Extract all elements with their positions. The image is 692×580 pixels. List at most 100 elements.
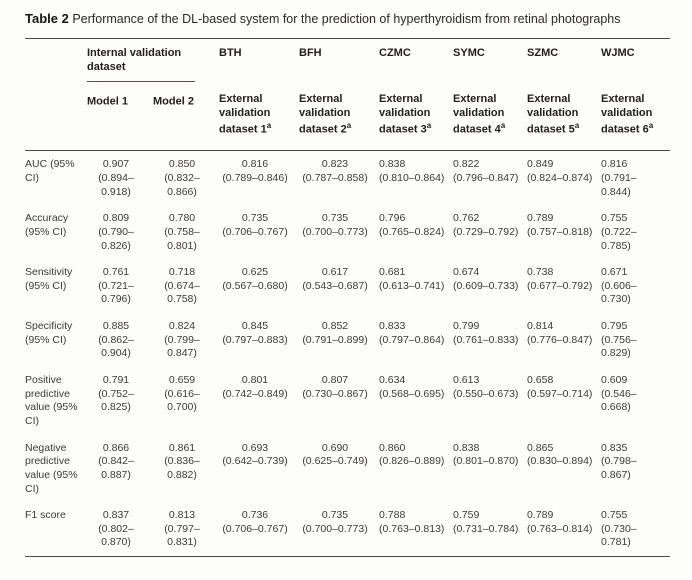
metric-cell: 0.807 (0.730–0.867) bbox=[299, 367, 379, 435]
cell-value: 0.822 bbox=[453, 158, 480, 171]
metric-cell: 0.761 (0.721–0.796) bbox=[87, 259, 153, 313]
cell-confidence-interval: (0.836–0.882) bbox=[164, 455, 200, 481]
cell-value: 0.674 bbox=[453, 266, 480, 279]
column-group-bth: BTH bbox=[219, 46, 242, 59]
cell-confidence-interval: (0.810–0.864) bbox=[379, 171, 445, 184]
metric-cell: 0.837 (0.802–0.870) bbox=[87, 502, 153, 556]
cell-value: 0.736 bbox=[241, 509, 269, 522]
table-body: AUC (95% CI) 0.907 (0.894–0.918) 0.850 (0.83… bbox=[25, 151, 670, 557]
metric-cell: 0.849 (0.824–0.874) bbox=[527, 151, 601, 205]
cell-confidence-interval: (0.706–0.767) bbox=[222, 225, 288, 238]
table-caption-label: Table 2 bbox=[25, 11, 69, 26]
cell-confidence-interval: (0.609–0.733) bbox=[453, 279, 519, 292]
cell-value: 0.761 bbox=[102, 266, 130, 279]
cell-confidence-interval: (0.597–0.714) bbox=[527, 387, 593, 400]
metric-cell: 0.789 (0.757–0.818) bbox=[527, 205, 601, 259]
metric-cell: 0.788 (0.763–0.813) bbox=[379, 502, 453, 556]
metric-cell: 0.823 (0.787–0.858) bbox=[299, 151, 379, 205]
cell-confidence-interval: (0.729–0.792) bbox=[453, 225, 519, 238]
cell-confidence-interval: (0.721–0.796) bbox=[98, 279, 134, 306]
cell-confidence-interval: (0.674–0.758) bbox=[164, 279, 200, 306]
metric-cell: 0.796 (0.765–0.824) bbox=[379, 205, 453, 259]
cell-value: 0.850 bbox=[168, 158, 196, 171]
metric-cell: 0.852 (0.791–0.899) bbox=[299, 313, 379, 367]
cell-value: 0.609 bbox=[601, 374, 628, 387]
cell-confidence-interval: (0.706–0.767) bbox=[222, 522, 288, 535]
cell-confidence-interval: (0.799–0.847) bbox=[164, 333, 200, 360]
row-label: Accuracy (95% CI) bbox=[25, 212, 69, 238]
cell-value: 0.634 bbox=[379, 374, 406, 387]
metric-cell: 0.845 (0.797–0.883) bbox=[219, 313, 299, 367]
empty-corner-cell bbox=[25, 38, 87, 81]
metric-cell: 0.838 (0.810–0.864) bbox=[379, 151, 453, 205]
metric-cell: 0.693 (0.642–0.739) bbox=[219, 435, 299, 503]
cell-value: 0.762 bbox=[453, 212, 480, 225]
cell-confidence-interval: (0.802–0.870) bbox=[98, 522, 134, 549]
cell-value: 0.780 bbox=[168, 212, 196, 225]
cell-value: 0.613 bbox=[453, 374, 480, 387]
cell-confidence-interval: (0.756–0.829) bbox=[601, 333, 637, 360]
metric-cell: 0.735 (0.700–0.773) bbox=[299, 502, 379, 556]
empty-corner-cell bbox=[25, 81, 87, 152]
cell-confidence-interval: (0.568–0.695) bbox=[379, 387, 445, 400]
cell-confidence-interval: (0.763–0.813) bbox=[379, 522, 445, 535]
column-header-ext-3: External validation dataset 3a bbox=[379, 81, 454, 152]
metric-cell: 0.835 (0.798–0.867) bbox=[601, 435, 670, 503]
metric-cell: 0.690 (0.625–0.749) bbox=[299, 435, 379, 503]
table-row: Specificity (95% CI) 0.885 (0.862–0.904) 0.… bbox=[25, 313, 670, 367]
column-group-wjmc: WJMC bbox=[601, 46, 635, 59]
cell-confidence-interval: (0.790–0.826) bbox=[98, 225, 134, 252]
table-caption: Table 2 Performance of the DL-based syst… bbox=[25, 10, 670, 29]
cell-value: 0.789 bbox=[527, 509, 554, 522]
cell-value: 0.681 bbox=[379, 266, 406, 279]
table-header: Internal validation dataset BTH BFH CZMC… bbox=[25, 38, 671, 152]
metric-cell: 0.738 (0.677–0.792) bbox=[527, 259, 601, 313]
cell-value: 0.693 bbox=[241, 441, 269, 454]
table-row: Sensitivity (95% CI) 0.761 (0.721–0.796) 0.… bbox=[25, 259, 670, 313]
metric-cell: 0.671 (0.606–0.730) bbox=[601, 259, 670, 313]
cell-confidence-interval: (0.776–0.847) bbox=[527, 333, 593, 346]
row-label: Negative predictive value (95% CI) bbox=[25, 441, 78, 495]
metric-cell: 0.801 (0.742–0.849) bbox=[219, 367, 299, 435]
metric-cell: 0.613 (0.550–0.673) bbox=[453, 367, 527, 435]
cell-confidence-interval: (0.842–0.887) bbox=[98, 455, 134, 481]
sub-header-row: Model 1 Model 2 External validation data… bbox=[25, 81, 671, 152]
cell-value: 0.816 bbox=[241, 158, 269, 171]
cell-value: 0.690 bbox=[321, 441, 349, 454]
metric-cell: 0.866 (0.842–0.887) bbox=[87, 435, 153, 503]
metric-cell: 0.625 (0.567–0.680) bbox=[219, 259, 299, 313]
cell-confidence-interval: (0.625–0.749) bbox=[302, 455, 368, 468]
column-group-czmc: CZMC bbox=[379, 46, 411, 59]
cell-confidence-interval: (0.722–0.785) bbox=[601, 225, 637, 252]
cell-confidence-interval: (0.824–0.874) bbox=[527, 171, 593, 184]
cell-value: 0.735 bbox=[241, 212, 269, 225]
cell-confidence-interval: (0.730–0.867) bbox=[302, 387, 368, 400]
cell-value: 0.813 bbox=[168, 509, 196, 522]
cell-confidence-interval: (0.606–0.730) bbox=[601, 279, 637, 306]
cell-confidence-interval: (0.798–0.867) bbox=[601, 455, 637, 481]
column-header-ext-6: External validation dataset 6a bbox=[601, 81, 671, 152]
cell-confidence-interval: (0.616–0.700) bbox=[164, 387, 200, 414]
row-label: Positive predictive value (95% CI) bbox=[25, 374, 78, 427]
cell-value: 0.788 bbox=[379, 509, 406, 522]
column-header-model-2: Model 2 bbox=[153, 81, 220, 152]
metric-cell: 0.658 (0.597–0.714) bbox=[527, 367, 601, 435]
cell-confidence-interval: (0.700–0.773) bbox=[302, 225, 368, 238]
cell-value: 0.849 bbox=[527, 158, 554, 171]
column-group-symc: SYMC bbox=[453, 46, 485, 59]
cell-confidence-interval: (0.757–0.818) bbox=[527, 225, 593, 238]
cell-confidence-interval: (0.797–0.831) bbox=[164, 522, 200, 549]
column-header-ext-4: External validation dataset 4a bbox=[453, 81, 528, 152]
cell-confidence-interval: (0.730–0.781) bbox=[601, 522, 637, 549]
cell-confidence-interval: (0.826–0.889) bbox=[379, 455, 445, 468]
metric-cell: 0.674 (0.609–0.733) bbox=[453, 259, 527, 313]
cell-value: 0.824 bbox=[168, 320, 196, 333]
table-caption-text: Performance of the DL-based system for t… bbox=[72, 12, 621, 26]
cell-confidence-interval: (0.830–0.894) bbox=[527, 455, 593, 468]
cell-confidence-interval: (0.791–0.899) bbox=[302, 333, 368, 346]
cell-value: 0.852 bbox=[321, 320, 349, 333]
cell-confidence-interval: (0.567–0.680) bbox=[222, 279, 288, 292]
metric-cell: 0.833 (0.797–0.864) bbox=[379, 313, 453, 367]
metric-cell: 0.795 (0.756–0.829) bbox=[601, 313, 670, 367]
